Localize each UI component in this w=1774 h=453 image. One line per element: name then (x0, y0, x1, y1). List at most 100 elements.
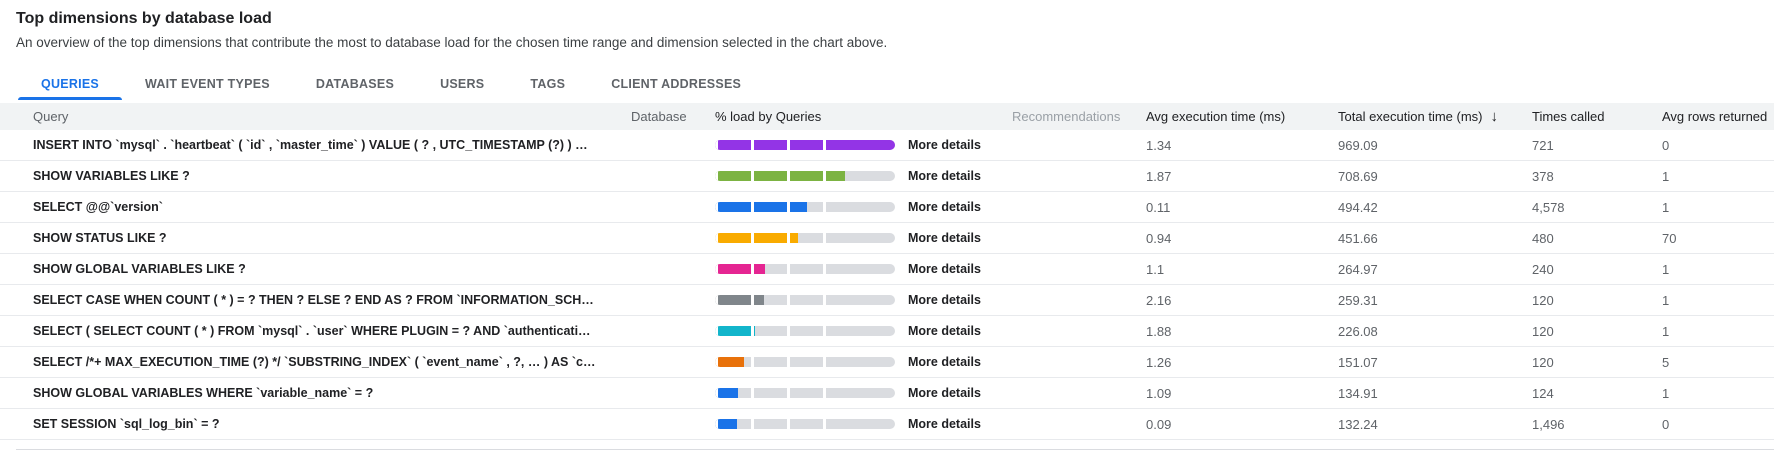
column-header-avg-execution-time[interactable]: Avg execution time (ms) (1146, 109, 1286, 124)
total-execution-time-cell: 226.08 (1338, 323, 1378, 339)
avg-rows-returned-cell: 0 (1662, 137, 1670, 153)
tab-client-addresses[interactable]: CLIENT ADDRESSES (611, 76, 742, 91)
load-bar-fill (715, 388, 739, 398)
column-header-avg-rows-returned[interactable]: Avg rows returned (1662, 109, 1768, 124)
total-execution-time-cell: 134.91 (1338, 385, 1378, 401)
column-header-recommendations[interactable]: Recommendations (1012, 109, 1120, 124)
avg-rows-returned-cell: 5 (1662, 354, 1670, 370)
load-bar (715, 326, 895, 336)
total-execution-time-cell: 451.66 (1338, 230, 1378, 246)
tab-queries[interactable]: QUERIES (18, 67, 123, 100)
avg-rows-returned-cell: 0 (1662, 416, 1670, 432)
tabs: QUERIES WAIT EVENT TYPES DATABASES USERS TAG… (18, 67, 1774, 100)
load-bar-fill (715, 419, 737, 429)
tab-tags[interactable]: TAGS (530, 76, 566, 91)
tab-wait-event-types[interactable]: WAIT EVENT TYPES (145, 76, 270, 91)
query-text: INSERT INTO `mysql` . `heartbeat` ( `id`… (33, 138, 598, 152)
sort-control[interactable]: Total execution time (ms) ↓ (1338, 109, 1498, 124)
times-called-cell: 240 (1532, 261, 1554, 277)
times-called-cell: 120 (1532, 354, 1554, 370)
total-execution-time-cell: 132.24 (1338, 416, 1378, 432)
load-cell: More details (701, 231, 986, 245)
load-bar (715, 140, 895, 150)
more-details-link[interactable]: More details (908, 231, 981, 245)
table-row: SHOW GLOBAL VARIABLES WHERE `variable_na… (0, 378, 1774, 409)
query-text: SET SESSION `sql_log_bin` = ? (33, 417, 220, 431)
load-bar (715, 388, 895, 398)
query-text: SELECT /*+ MAX_EXECUTION_TIME (?) */ `SU… (33, 355, 604, 369)
query-text: SELECT @@`version` (33, 200, 163, 214)
table-row: SELECT ( SELECT COUNT ( * ) FROM `mysql`… (0, 316, 1774, 347)
load-cell: More details (701, 324, 986, 338)
load-cell: More details (701, 293, 986, 307)
column-header-load[interactable]: % load by Queries (715, 109, 822, 124)
table-row: SELECT /*+ MAX_EXECUTION_TIME (?) */ `SU… (0, 347, 1774, 378)
table-row: SHOW STATUS LIKE ? More details 0.94 451… (0, 223, 1774, 254)
total-execution-time-cell: 264.97 (1338, 261, 1378, 277)
times-called-cell: 4,578 (1532, 199, 1565, 215)
avg-execution-time-cell: 0.11 (1146, 199, 1171, 215)
total-execution-time-cell: 494.42 (1338, 199, 1378, 215)
query-text: SELECT ( SELECT COUNT ( * ) FROM `mysql`… (33, 324, 606, 338)
avg-rows-returned-cell: 1 (1662, 385, 1670, 401)
column-header-query[interactable]: Query (33, 109, 69, 124)
load-bar-fill (715, 295, 764, 305)
avg-execution-time-cell: 1.87 (1146, 168, 1172, 184)
tab-databases[interactable]: DATABASES (315, 76, 395, 91)
more-details-link[interactable]: More details (908, 200, 981, 214)
load-bar-fill (715, 326, 755, 336)
load-bar (715, 233, 895, 243)
table-row: INSERT INTO `mysql` . `heartbeat` ( `id`… (0, 130, 1774, 161)
query-text: SELECT CASE WHEN COUNT ( * ) = ? THEN ? … (33, 293, 613, 307)
more-details-link[interactable]: More details (908, 262, 981, 276)
page-title: Top dimensions by database load (16, 10, 272, 27)
more-details-link[interactable]: More details (908, 169, 981, 183)
avg-execution-time-cell: 1.34 (1146, 137, 1172, 153)
times-called-cell: 721 (1532, 137, 1554, 153)
load-bar (715, 202, 895, 212)
load-bar (715, 357, 895, 367)
column-header-total-execution-time[interactable]: Total execution time (ms) ↓ (1312, 109, 1506, 124)
more-details-link[interactable]: More details (908, 324, 981, 338)
times-called-cell: 480 (1532, 230, 1554, 246)
load-cell: More details (701, 262, 986, 276)
avg-execution-time-cell: 1.1 (1146, 261, 1165, 277)
query-text: SHOW STATUS LIKE ? (33, 231, 167, 245)
table-header-row: Query Database % load by Queries Recomme… (0, 103, 1774, 130)
avg-execution-time-cell: 0.09 (1146, 416, 1172, 432)
more-details-link[interactable]: More details (908, 417, 981, 431)
load-cell: More details (701, 386, 986, 400)
query-text: SHOW GLOBAL VARIABLES WHERE `variable_na… (33, 386, 374, 400)
load-cell: More details (701, 417, 986, 431)
load-bar (715, 171, 895, 181)
total-execution-time-cell: 151.07 (1338, 354, 1378, 370)
more-details-link[interactable]: More details (908, 138, 981, 152)
avg-execution-time-cell: 0.94 (1146, 230, 1172, 246)
table-row: SELECT CASE WHEN COUNT ( * ) = ? THEN ? … (0, 285, 1774, 316)
column-header-database[interactable]: Database (631, 109, 687, 124)
load-bar-fill (715, 171, 845, 181)
load-bar (715, 419, 895, 429)
avg-rows-returned-cell: 1 (1662, 323, 1670, 339)
load-cell: More details (701, 138, 986, 152)
more-details-link[interactable]: More details (908, 355, 981, 369)
avg-rows-returned-cell: 1 (1662, 261, 1670, 277)
more-details-link[interactable]: More details (908, 293, 981, 307)
load-bar-fill (715, 233, 798, 243)
times-called-cell: 1,496 (1532, 416, 1565, 432)
total-execution-time-cell: 969.09 (1338, 137, 1378, 153)
sort-descending-arrow-icon[interactable]: ↓ (1490, 109, 1499, 124)
load-bar-fill (715, 202, 807, 212)
avg-execution-time-cell: 1.88 (1146, 323, 1172, 339)
bottom-divider (16, 449, 1774, 450)
table-row: SHOW GLOBAL VARIABLES LIKE ? More detail… (0, 254, 1774, 285)
column-header-times-called[interactable]: Times called (1532, 109, 1605, 124)
avg-rows-returned-cell: 1 (1662, 199, 1670, 215)
avg-execution-time-cell: 1.09 (1146, 385, 1172, 401)
more-details-link[interactable]: More details (908, 386, 981, 400)
tab-users[interactable]: USERS (440, 76, 485, 91)
avg-execution-time-cell: 1.26 (1146, 354, 1172, 370)
load-bar-fill (715, 357, 744, 367)
total-execution-time-cell: 708.69 (1338, 168, 1378, 184)
